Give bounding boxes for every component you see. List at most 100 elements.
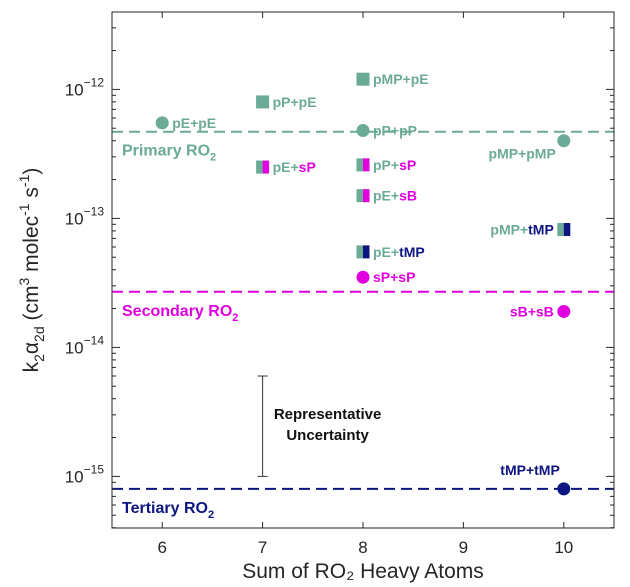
plot-frame — [111, 11, 615, 529]
reference-label-sub-0: 2 — [210, 152, 216, 164]
y-tick-base: 10 — [65, 338, 84, 357]
point-label-part-0: pMP+ — [490, 222, 528, 238]
y-tick-label--13: 10−13 — [65, 204, 105, 228]
y-tick-label--12: 10−12 — [65, 75, 105, 99]
y-label-part-1: 2 — [31, 354, 47, 362]
data-point-8: sP+sP — [356, 269, 415, 285]
data-point-5: pP+sP — [356, 157, 416, 173]
reference-label-sub-2: 2 — [208, 509, 214, 521]
reference-label-text-2: Tertiary RO — [122, 500, 208, 517]
point-label: pMP+pE — [373, 71, 429, 87]
data-point-1: pP+pE — [256, 94, 317, 110]
point-label-part-1: tMP — [528, 222, 554, 238]
y-tick-label--15: 10−15 — [65, 462, 105, 486]
data-point-0: pE+pE — [155, 115, 216, 131]
point-marker-circle — [356, 270, 370, 284]
point-label: pP+pP — [373, 123, 417, 139]
y-label-part-9: -1 — [16, 174, 32, 187]
point-marker-right-half — [563, 223, 571, 237]
point-label: pE+tMP — [373, 244, 425, 260]
point-label-part-0: tMP+tMP — [500, 462, 560, 478]
data-point-7: pE+tMP — [356, 244, 425, 260]
data-point-6: pE+sB — [356, 188, 417, 204]
data-point-4: pP+pP — [356, 123, 417, 139]
reference-label-0: Primary RO2 — [122, 143, 216, 164]
point-marker-left-half — [256, 160, 263, 174]
y-tick-label--14: 10−14 — [65, 333, 105, 357]
point-marker-right-half — [363, 158, 370, 172]
point-marker-right-half — [363, 189, 370, 203]
uncertainty-label-0: Representative — [274, 406, 382, 423]
y-tick-exponent: −14 — [84, 333, 105, 347]
y-tick-exponent: −12 — [84, 75, 105, 89]
uncertainty-label-1: Uncertainty — [286, 427, 369, 444]
point-label-part-0: pE+ — [373, 188, 399, 204]
x-tick-label-7: 7 — [258, 538, 267, 557]
point-marker-circle — [557, 482, 571, 496]
point-label-part-1: sP — [399, 157, 416, 173]
y-label-part-6: molec — [20, 216, 43, 278]
point-label: pP+sP — [373, 157, 416, 173]
y-label-part-5: 3 — [16, 278, 32, 286]
point-marker-square — [256, 95, 270, 109]
point-label-part-0: pP+pP — [373, 123, 417, 139]
reference-label-1: Secondary RO2 — [122, 303, 238, 324]
point-label: sB+sB — [510, 303, 554, 319]
point-label: pP+pE — [273, 94, 317, 110]
x-axis-label: Sum of RO₂ Heavy Atoms — [242, 560, 484, 583]
x-tick-label-10: 10 — [554, 538, 573, 557]
point-marker-circle — [557, 134, 571, 148]
point-label: pMP+tMP — [490, 222, 553, 238]
x-tick-label-9: 9 — [459, 538, 468, 557]
point-marker-left-half — [356, 189, 363, 203]
reference-label-text-1: Secondary RO — [122, 303, 232, 320]
point-label-part-0: sB+sB — [510, 303, 554, 319]
data-point-12: tMP+tMP — [500, 462, 571, 496]
point-label-part-1: sP — [299, 159, 316, 175]
point-label: pMP+pMP — [489, 146, 556, 162]
point-label: pE+pE — [172, 115, 216, 131]
y-tick-exponent: −15 — [84, 462, 105, 476]
point-label: pE+sB — [373, 188, 417, 204]
y-label-part-7: -1 — [16, 203, 32, 216]
data-point-3: pMP+pE — [356, 71, 429, 87]
point-label-part-0: pMP+pE — [373, 71, 429, 87]
data-point-11: sB+sB — [510, 303, 571, 319]
uncertainty-bar: Representative Uncertainty — [257, 375, 382, 477]
point-marker-circle — [155, 116, 169, 130]
point-marker-circle — [356, 124, 370, 138]
y-axis-label-text: k2α2d (cm3 molec-1 s-1) — [16, 168, 47, 373]
y-tick-base: 10 — [65, 80, 84, 99]
point-marker-right-half — [363, 245, 370, 259]
point-marker-square — [356, 72, 370, 86]
point-label-part-1: tMP — [399, 244, 425, 260]
point-label-part-0: pE+ — [373, 244, 399, 260]
y-label-part-4: (cm — [20, 286, 43, 327]
point-marker-right-half — [262, 160, 270, 174]
data-point-10: pMP+tMP — [490, 222, 571, 238]
y-label-part-3: 2d — [31, 326, 47, 342]
x-tick-label-6: 6 — [157, 538, 166, 557]
y-label-part-0: k — [20, 361, 43, 372]
data-point-9: pMP+pMP — [489, 134, 571, 162]
y-label-part-8: s — [20, 187, 43, 203]
data-points: pE+pEpP+pEpE+sPpMP+pEpP+pPpP+sPpE+sBpE+t… — [155, 71, 571, 496]
point-marker-left-half — [557, 223, 564, 237]
y-tick-base: 10 — [65, 467, 84, 486]
y-axis-label: k2α2d (cm3 molec-1 s-1) — [16, 168, 47, 373]
y-label-part-10: ) — [20, 168, 43, 175]
point-marker-left-half — [356, 158, 363, 172]
y-tick-base: 10 — [65, 209, 84, 228]
x-tick-label-8: 8 — [358, 538, 367, 557]
point-label: sP+sP — [373, 269, 415, 285]
point-label-part-0: pE+ — [273, 159, 299, 175]
y-tick-exponent: −13 — [84, 204, 105, 218]
reference-label-2: Tertiary RO2 — [122, 500, 214, 521]
point-label: tMP+tMP — [500, 462, 560, 478]
point-label-part-0: pMP+pMP — [489, 146, 556, 162]
reference-label-sub-1: 2 — [232, 312, 238, 324]
point-label-part-0: sP+sP — [373, 269, 415, 285]
point-label: pE+sP — [273, 159, 316, 175]
